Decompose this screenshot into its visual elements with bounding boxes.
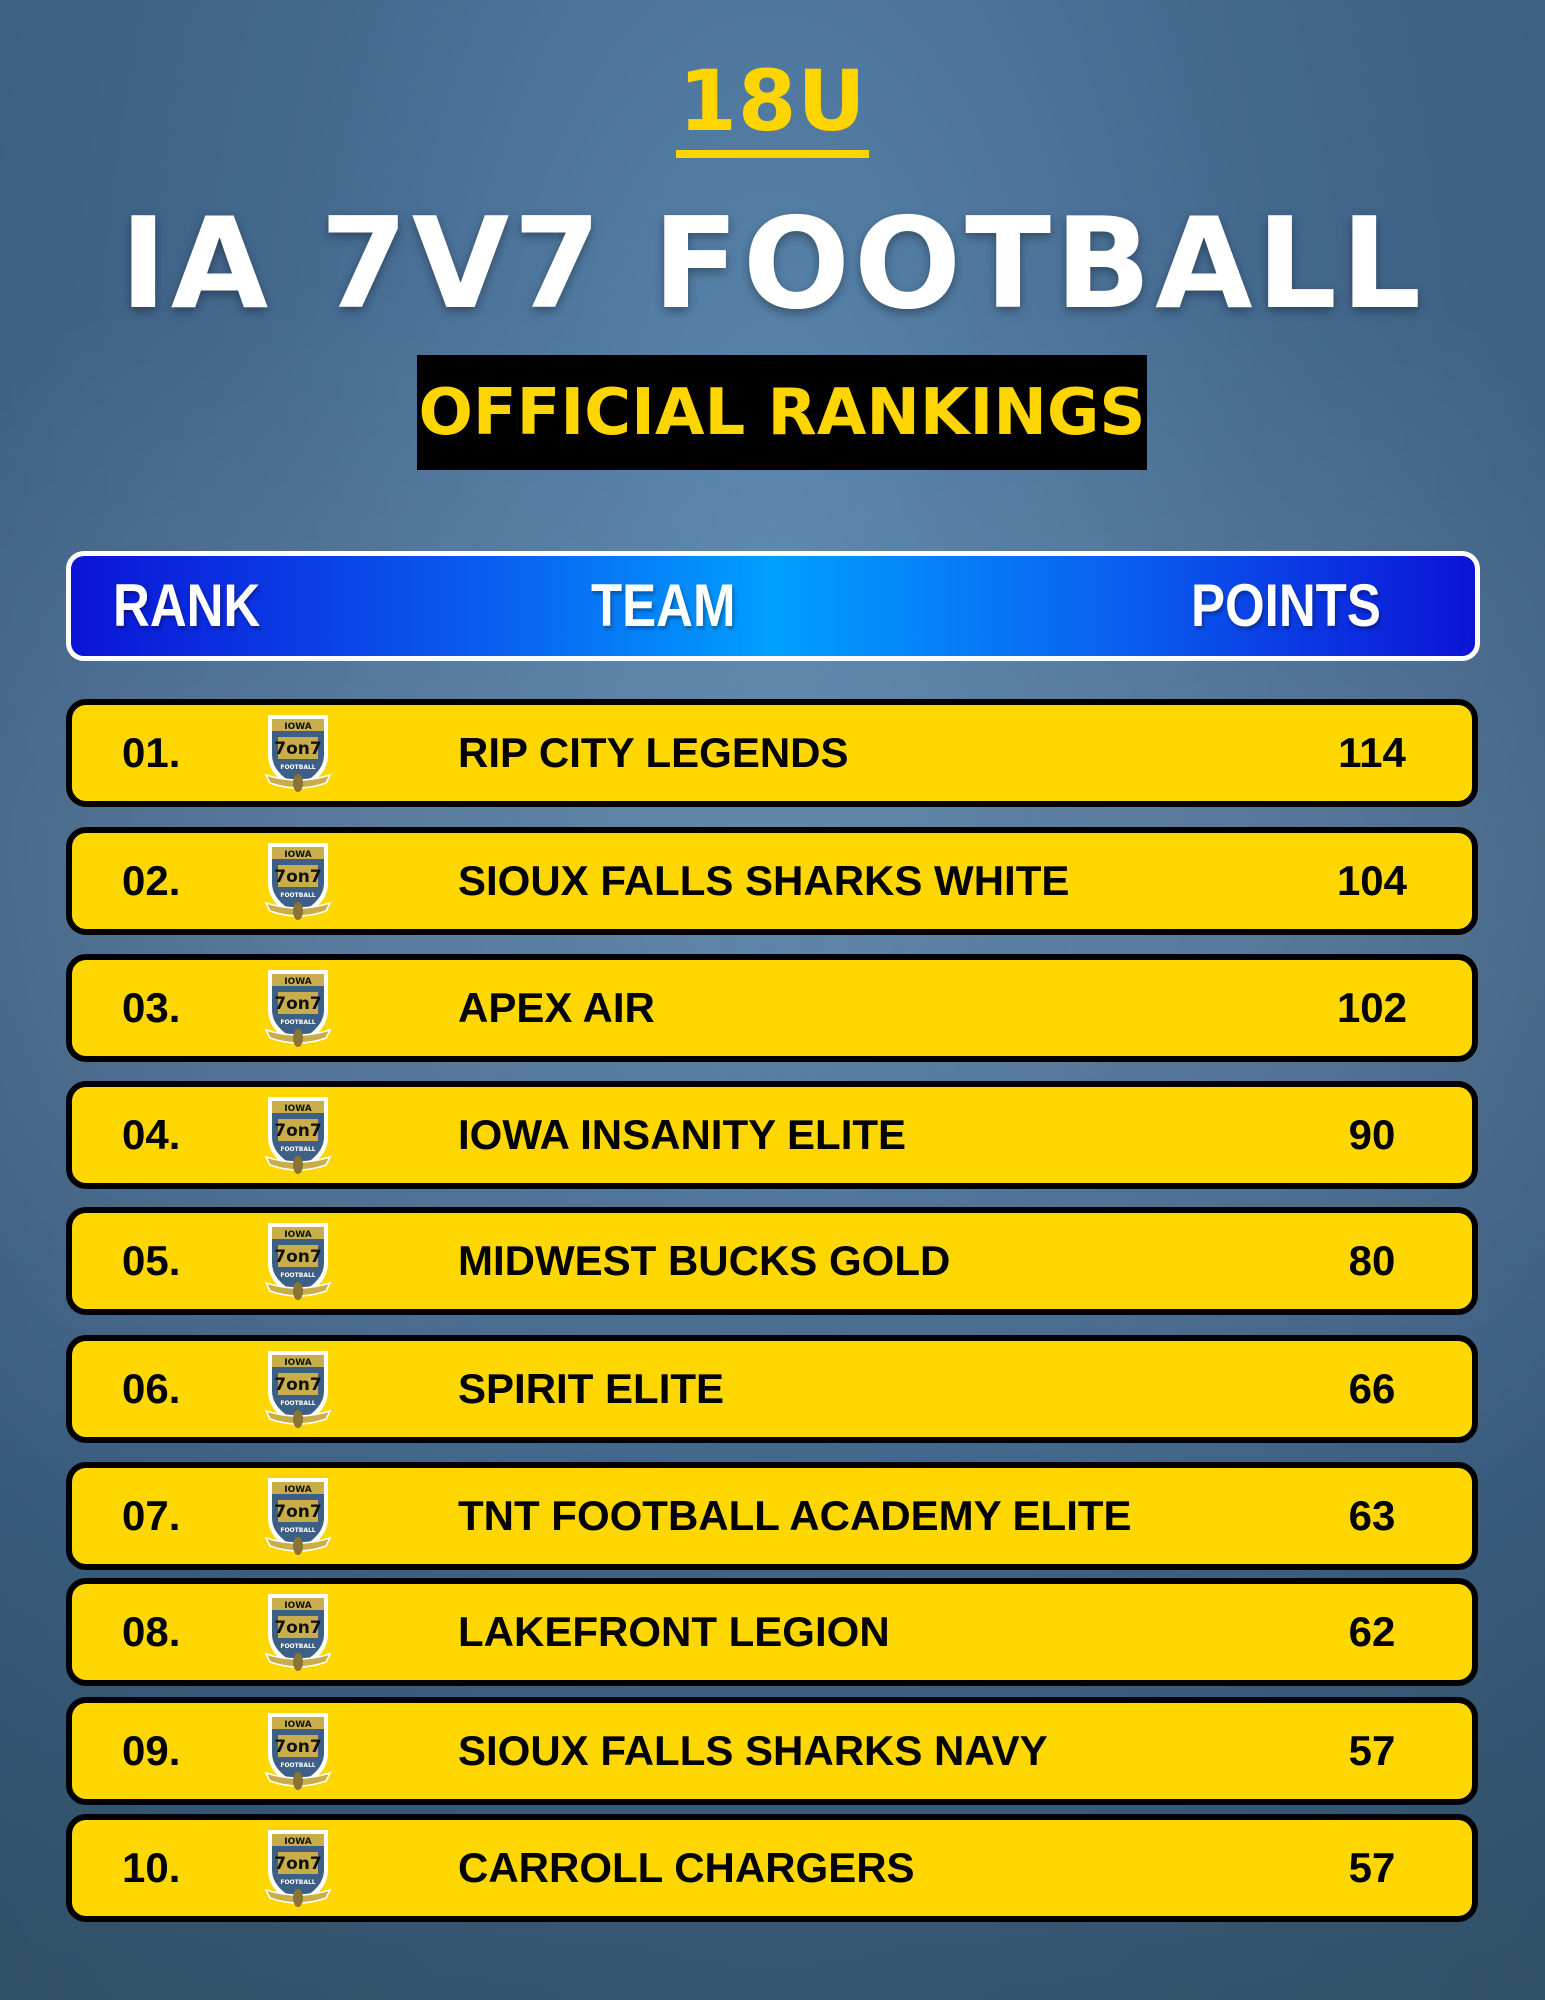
team-name: RIP CITY LEGENDS: [458, 729, 849, 776]
team-points: 80: [1348, 1237, 1396, 1284]
iowa-7on7-logo-icon: IOWA 7on7 FOOTBALL: [262, 1093, 334, 1177]
team-name: SIOUX FALLS SHARKS NAVY: [458, 1727, 1048, 1774]
team-name: CARROLL CHARGERS: [458, 1844, 915, 1891]
svg-text:FOOTBALL: FOOTBALL: [280, 764, 315, 771]
team-points: 57: [1348, 1844, 1396, 1891]
team-name: SIOUX FALLS SHARKS WHITE: [458, 857, 1070, 904]
team-points: 62: [1348, 1608, 1396, 1655]
svg-text:FOOTBALL: FOOTBALL: [280, 1527, 315, 1534]
ranking-row: 07. IOWA 7on7 FOOTBALL TNT FOOTBALL ACAD…: [66, 1462, 1478, 1570]
header-team: TEAM: [591, 572, 736, 639]
team-points: 63: [1348, 1492, 1396, 1539]
rank-number: 06.: [122, 1365, 181, 1412]
rank-number: 02.: [122, 857, 181, 904]
svg-text:FOOTBALL: FOOTBALL: [280, 1146, 315, 1153]
svg-text:FOOTBALL: FOOTBALL: [280, 1879, 315, 1886]
svg-text:FOOTBALL: FOOTBALL: [280, 1019, 315, 1026]
svg-text:IOWA: IOWA: [284, 1720, 312, 1730]
svg-text:IOWA: IOWA: [284, 1837, 312, 1847]
team-points: 102: [1336, 984, 1408, 1031]
table-header: RANK TEAM POINTS: [66, 551, 1480, 661]
iowa-7on7-logo-icon: IOWA 7on7 FOOTBALL: [262, 1474, 334, 1558]
svg-text:FOOTBALL: FOOTBALL: [280, 1762, 315, 1769]
iowa-7on7-logo-icon: IOWA 7on7 FOOTBALL: [262, 839, 334, 923]
svg-text:7on7: 7on7: [274, 1121, 321, 1141]
ranking-row: 03. IOWA 7on7 FOOTBALL APEX AIR 102: [66, 954, 1478, 1062]
team-name: MIDWEST BUCKS GOLD: [458, 1237, 951, 1284]
svg-text:7on7: 7on7: [274, 1502, 321, 1522]
iowa-7on7-logo-icon: IOWA 7on7 FOOTBALL: [262, 1709, 334, 1793]
team-name: TNT FOOTBALL ACADEMY ELITE: [458, 1492, 1132, 1539]
svg-text:FOOTBALL: FOOTBALL: [280, 892, 315, 899]
svg-text:7on7: 7on7: [274, 867, 321, 887]
header-points: POINTS: [1191, 572, 1381, 639]
rank-number: 08.: [122, 1608, 181, 1655]
svg-text:FOOTBALL: FOOTBALL: [280, 1272, 315, 1279]
svg-text:7on7: 7on7: [274, 1737, 321, 1757]
team-points: 90: [1348, 1111, 1396, 1158]
team-name: SPIRIT ELITE: [458, 1365, 725, 1412]
rank-number: 09.: [122, 1727, 181, 1774]
svg-text:FOOTBALL: FOOTBALL: [280, 1400, 315, 1407]
iowa-7on7-logo-icon: IOWA 7on7 FOOTBALL: [262, 1219, 334, 1303]
ranking-row: 05. IOWA 7on7 FOOTBALL MIDWEST BUCKS GOL…: [66, 1207, 1478, 1315]
team-points: 114: [1338, 729, 1406, 776]
team-name: APEX AIR: [458, 984, 655, 1031]
svg-text:IOWA: IOWA: [284, 1358, 312, 1368]
ranking-row: 08. IOWA 7on7 FOOTBALL LAKEFRONT LEGION …: [66, 1578, 1478, 1686]
rank-number: 05.: [122, 1237, 181, 1284]
rank-number: 10.: [122, 1844, 181, 1891]
svg-text:FOOTBALL: FOOTBALL: [280, 1643, 315, 1650]
svg-text:7on7: 7on7: [274, 739, 321, 759]
svg-text:IOWA: IOWA: [284, 1104, 312, 1114]
svg-text:7on7: 7on7: [274, 994, 321, 1014]
svg-text:7on7: 7on7: [274, 1375, 321, 1395]
subtitle-badge: OFFICIAL RANKINGS: [417, 355, 1147, 470]
svg-text:IOWA: IOWA: [284, 1485, 312, 1495]
team-name: IOWA INSANITY ELITE: [458, 1111, 907, 1158]
team-points: 57: [1348, 1727, 1396, 1774]
iowa-7on7-logo-icon: IOWA 7on7 FOOTBALL: [262, 1590, 334, 1674]
iowa-7on7-logo-icon: IOWA 7on7 FOOTBALL: [262, 1826, 334, 1910]
rank-number: 07.: [122, 1492, 181, 1539]
division-label: 18U: [0, 52, 1545, 158]
iowa-7on7-logo-icon: IOWA 7on7 FOOTBALL: [262, 1347, 334, 1431]
ranking-row: 09. IOWA 7on7 FOOTBALL SIOUX FALLS SHARK…: [66, 1697, 1478, 1805]
division-text: 18U: [676, 52, 869, 158]
svg-text:IOWA: IOWA: [284, 1601, 312, 1611]
svg-text:IOWA: IOWA: [284, 850, 312, 860]
ranking-row: 04. IOWA 7on7 FOOTBALL IOWA INSANITY ELI…: [66, 1081, 1478, 1189]
ranking-row: 01. IOWA 7on7 FOOTBALL RIP CITY LEGENDS …: [66, 699, 1478, 807]
svg-text:7on7: 7on7: [274, 1854, 321, 1874]
team-name: LAKEFRONT LEGION: [458, 1608, 890, 1655]
svg-text:IOWA: IOWA: [284, 1230, 312, 1240]
iowa-7on7-logo-icon: IOWA 7on7 FOOTBALL: [262, 711, 334, 795]
svg-text:IOWA: IOWA: [284, 722, 312, 732]
rank-number: 03.: [122, 984, 181, 1031]
ranking-row: 02. IOWA 7on7 FOOTBALL SIOUX FALLS SHARK…: [66, 827, 1478, 935]
team-points: 66: [1348, 1365, 1396, 1412]
header-rank: RANK: [113, 572, 261, 639]
ranking-row: 10. IOWA 7on7 FOOTBALL CARROLL CHARGERS …: [66, 1814, 1478, 1922]
ranking-row: 06. IOWA 7on7 FOOTBALL SPIRIT ELITE 66: [66, 1335, 1478, 1443]
page-title: IA 7V7 FOOTBALL: [119, 190, 1426, 337]
svg-text:IOWA: IOWA: [284, 977, 312, 987]
svg-text:7on7: 7on7: [274, 1247, 321, 1267]
svg-text:7on7: 7on7: [274, 1618, 321, 1638]
rank-number: 01.: [122, 729, 181, 776]
iowa-7on7-logo-icon: IOWA 7on7 FOOTBALL: [262, 966, 334, 1050]
team-points: 104: [1336, 857, 1408, 904]
rank-number: 04.: [122, 1111, 181, 1158]
